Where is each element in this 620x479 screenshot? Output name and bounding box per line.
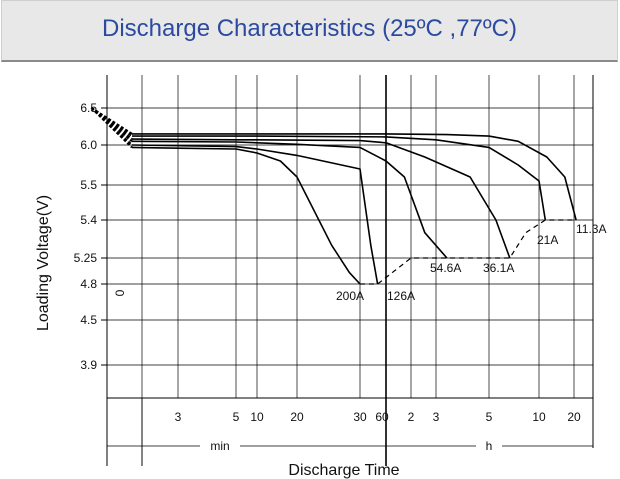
- y-tick-label: 5.5: [80, 178, 97, 192]
- h-unit-label: h: [486, 439, 493, 453]
- series-line: [131, 138, 511, 259]
- series-start-segment: [90, 107, 133, 149]
- series-label: 126A: [387, 289, 415, 303]
- x-tick-label: 3: [175, 410, 182, 424]
- y-tick-label: 5.4: [80, 213, 97, 227]
- series-label: 11.3A: [576, 222, 606, 236]
- x-tick-label: 2: [408, 410, 415, 424]
- series-label: 36.1A: [483, 261, 514, 275]
- y-tick-label: 3.9: [80, 358, 97, 372]
- y-tick-label: 4.5: [80, 313, 97, 327]
- chart-title: Discharge Characteristics (25ºC ,77ºC): [102, 15, 517, 42]
- series-line: [131, 146, 361, 285]
- series-label: 54.6A: [430, 261, 461, 275]
- x-axis-title: Discharge Time: [288, 462, 399, 479]
- y-tick-label: 5.25: [74, 251, 98, 265]
- chart-title-bar: Discharge Characteristics (25ºC ,77ºC): [1, 0, 618, 62]
- x-tick-label: 60: [375, 410, 389, 424]
- y-tick-label: 6.0: [80, 138, 97, 152]
- series-start-segment: [90, 107, 133, 146]
- x-tick-label: 5: [233, 410, 240, 424]
- y-tick-label: 4.8: [80, 277, 97, 291]
- y-axis-title: Loading Voltage(V): [35, 195, 52, 331]
- x-tick-label: 10: [532, 410, 546, 424]
- cutoff-voltage-line: [360, 219, 577, 285]
- x-tick-label: 3: [433, 410, 440, 424]
- series-line: [132, 133, 577, 221]
- series-start-segment: [90, 107, 133, 135]
- x-tick-label: 5: [486, 410, 493, 424]
- series-line: [131, 140, 448, 259]
- x-tick-label: 20: [567, 410, 581, 424]
- series-start-segment: [90, 107, 133, 140]
- series-line: [132, 135, 547, 221]
- series-line: [131, 144, 379, 285]
- series-label: 200A: [336, 289, 364, 303]
- x-tick-label: 20: [290, 410, 304, 424]
- x-tick-label: 30: [353, 410, 367, 424]
- series-start-segment: [90, 107, 133, 138]
- y-tick-label: 6.5: [80, 101, 97, 115]
- y-extra-label: 0: [113, 289, 127, 296]
- min-unit-label: min: [210, 439, 229, 453]
- x-tick-label: 10: [250, 410, 264, 424]
- series-label: 21A: [537, 233, 558, 247]
